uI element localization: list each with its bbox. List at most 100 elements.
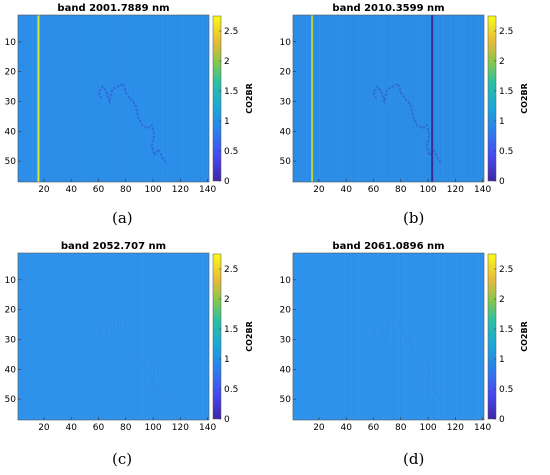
y-tick-label-a-1: 20 xyxy=(5,68,17,78)
plot-frame-b xyxy=(292,14,485,183)
y-tick-label-c-0: 10 xyxy=(5,276,17,286)
x-tick-label-c-4: 100 xyxy=(144,423,161,433)
heatmap-c: band 2052.707 nm 20 40 60 80 100 120 140 10 20 30 4… xyxy=(5,241,254,433)
y-tick-label-a-2: 30 xyxy=(5,97,17,107)
colorbar-tick-label-d-1: 0.5 xyxy=(499,385,513,395)
x-tick-label-c-6: 140 xyxy=(199,423,216,433)
panel-c: band 2052.707 nm 20 40 60 80 100 120 140 10 20 30 4… xyxy=(0,238,275,475)
colorbar-tick-label-b-2: 1 xyxy=(499,117,505,127)
x-tick-label-d-2: 60 xyxy=(368,423,380,433)
y-tick-label-d-2: 30 xyxy=(280,335,292,345)
panel-d: band 2061.0896 nm 20 40 60 80 100 120 140 10 20 30… xyxy=(275,238,550,475)
x-tick-label-a-1: 40 xyxy=(65,185,77,195)
x-tick-label-c-0: 20 xyxy=(38,423,50,433)
boundary-contour-b xyxy=(372,82,443,165)
caption-d: (d) xyxy=(403,450,425,468)
y-tick-label-b-4: 50 xyxy=(280,157,292,167)
colorbar-tick-label-a-1: 0.5 xyxy=(224,147,238,157)
colorbar-tick-label-b-5: 2.5 xyxy=(499,27,513,37)
heatmap-field-c xyxy=(18,253,209,420)
chart-title-a: band 2001.7889 nm xyxy=(57,3,169,14)
colorbar-tick-label-d-4: 2 xyxy=(499,295,505,305)
boundary-contour-c xyxy=(97,320,168,403)
colorbar-label-b: CO2BR xyxy=(520,83,529,114)
colorbar-tick-label-b-3: 1.5 xyxy=(499,87,513,97)
x-tick-label-b-6: 140 xyxy=(474,185,491,195)
colorbar-b xyxy=(487,15,497,182)
colorbar-c xyxy=(212,253,222,420)
colorbar-tick-label-d-3: 1.5 xyxy=(499,325,513,335)
colorbar-tick-label-a-5: 2.5 xyxy=(224,27,238,37)
y-tick-label-c-4: 50 xyxy=(5,395,17,405)
x-tick-label-b-1: 40 xyxy=(340,185,352,195)
colorbar-tick-label-c-4: 2 xyxy=(224,295,230,305)
boundary-contour-d xyxy=(372,320,443,403)
colorbar-tick-label-c-3: 1.5 xyxy=(224,325,238,335)
panel-a: band 2001.7889 nm 20 40 60 80 100 120 140 10 20 30… xyxy=(0,0,275,237)
y-tick-label-d-1: 20 xyxy=(280,306,292,316)
colorbar-tick-label-b-1: 0.5 xyxy=(499,147,513,157)
plot-frame-a xyxy=(17,14,210,183)
colorbar-tick-label-d-0: 0 xyxy=(499,415,505,425)
x-tick-label-d-5: 120 xyxy=(447,423,464,433)
y-tick-label-b-0: 10 xyxy=(280,38,292,48)
x-tick-label-a-4: 100 xyxy=(144,185,161,195)
y-tick-label-b-1: 20 xyxy=(280,68,292,78)
x-tick-label-b-4: 100 xyxy=(419,185,436,195)
y-tick-label-c-1: 20 xyxy=(5,306,17,316)
x-tick-label-c-2: 60 xyxy=(93,423,105,433)
boundary-contour-a xyxy=(97,82,168,165)
y-tick-label-d-0: 10 xyxy=(280,276,292,286)
x-tick-label-a-0: 20 xyxy=(38,185,50,195)
colorbar-tick-label-a-4: 2 xyxy=(224,57,230,67)
x-tick-label-c-5: 120 xyxy=(172,423,189,433)
heatmap-field-a xyxy=(18,15,209,182)
heatmap-field-d xyxy=(293,253,484,420)
x-tick-label-d-0: 20 xyxy=(313,423,325,433)
colorbar-label-d: CO2BR xyxy=(520,321,529,352)
x-tick-label-b-0: 20 xyxy=(313,185,325,195)
chart-title-c: band 2052.707 nm xyxy=(61,241,166,252)
y-tick-label-c-2: 30 xyxy=(5,335,17,345)
x-tick-label-d-6: 140 xyxy=(474,423,491,433)
colorbar-tick-label-d-2: 1 xyxy=(499,355,505,365)
colorbar-tick-label-b-0: 0 xyxy=(499,177,505,187)
x-tick-label-a-6: 140 xyxy=(199,185,216,195)
colorbar-tick-label-d-5: 2.5 xyxy=(499,265,513,275)
y-tick-label-d-3: 40 xyxy=(280,365,292,375)
y-tick-label-a-3: 40 xyxy=(5,127,17,137)
x-tick-label-a-2: 60 xyxy=(93,185,105,195)
x-tick-label-a-5: 120 xyxy=(172,185,189,195)
colorbar-a xyxy=(212,15,222,182)
x-tick-label-b-3: 80 xyxy=(395,185,407,195)
caption-c: (c) xyxy=(112,450,133,468)
colorbar-tick-label-a-2: 1 xyxy=(224,117,230,127)
colorbar-tick-label-c-2: 1 xyxy=(224,355,230,365)
heatmap-field-b xyxy=(293,15,484,182)
plot-frame-d xyxy=(292,252,485,421)
chart-title-d: band 2061.0896 nm xyxy=(332,241,444,252)
colorbar-tick-label-a-0: 0 xyxy=(224,177,230,187)
x-tick-label-a-3: 80 xyxy=(120,185,132,195)
colorbar-tick-label-a-3: 1.5 xyxy=(224,87,238,97)
y-tick-label-c-3: 40 xyxy=(5,365,17,375)
x-tick-label-b-2: 60 xyxy=(368,185,380,195)
colorbar-label-a: CO2BR xyxy=(245,83,254,114)
colorbar-tick-label-c-1: 0.5 xyxy=(224,385,238,395)
plot-frame-c xyxy=(17,252,210,421)
y-tick-label-d-4: 50 xyxy=(280,395,292,405)
x-tick-label-b-5: 120 xyxy=(447,185,464,195)
caption-b: (b) xyxy=(403,209,425,227)
y-tick-label-a-4: 50 xyxy=(5,157,17,167)
x-tick-label-c-1: 40 xyxy=(65,423,77,433)
chart-title-b: band 2010.3599 nm xyxy=(332,3,444,14)
panel-b: band 2010.3599 nm 20 40 60 80 100 120 140 10 20 30… xyxy=(275,0,550,237)
colorbar-tick-label-b-4: 2 xyxy=(499,57,505,67)
caption-a: (a) xyxy=(112,209,133,227)
colorbar-d xyxy=(487,253,497,420)
colorbar-label-c: CO2BR xyxy=(245,321,254,352)
x-tick-label-c-3: 80 xyxy=(120,423,132,433)
